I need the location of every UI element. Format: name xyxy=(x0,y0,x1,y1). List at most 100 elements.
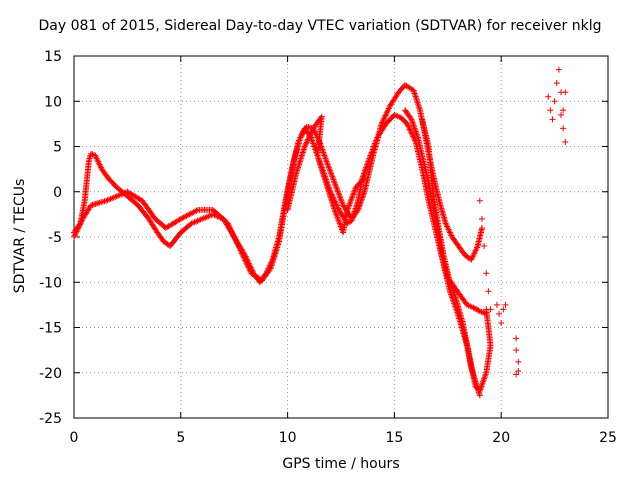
y-tick-label: -10 xyxy=(39,275,62,291)
data-point xyxy=(498,319,505,326)
data-point xyxy=(513,335,520,342)
data-point xyxy=(240,253,247,260)
data-point xyxy=(245,264,252,271)
y-tick-label: 5 xyxy=(53,140,62,156)
data-point xyxy=(551,98,558,105)
data-point xyxy=(562,138,569,145)
data-point xyxy=(241,256,248,263)
data-point xyxy=(474,306,481,313)
data-point xyxy=(379,119,386,126)
data-point xyxy=(560,125,567,132)
data-point xyxy=(304,136,311,143)
data-point xyxy=(379,118,386,125)
data-point xyxy=(406,126,413,133)
data-point xyxy=(78,218,85,225)
data-point xyxy=(545,93,552,100)
data-point xyxy=(354,208,361,215)
data-point xyxy=(308,129,315,136)
data-point xyxy=(244,263,251,270)
data-point xyxy=(478,215,485,222)
data-point xyxy=(502,301,509,308)
data-point xyxy=(407,127,414,134)
data-point xyxy=(302,142,309,149)
data-point xyxy=(228,228,235,235)
x-tick-label: 25 xyxy=(599,430,617,446)
x-axis-label: GPS time / hours xyxy=(282,456,400,472)
data-point xyxy=(409,132,416,139)
y-tick-label: -15 xyxy=(39,321,62,337)
data-point xyxy=(230,231,237,238)
data-point xyxy=(242,258,249,265)
data-point xyxy=(89,151,96,158)
data-point xyxy=(385,105,392,112)
data-point xyxy=(235,243,242,250)
y-tick-label: -5 xyxy=(48,230,62,246)
data-point xyxy=(229,230,236,237)
data-point xyxy=(304,137,311,144)
data-point xyxy=(238,248,245,255)
data-point xyxy=(500,306,507,313)
data-point xyxy=(301,143,308,150)
data-point xyxy=(306,132,313,139)
data-point xyxy=(380,116,387,123)
data-point xyxy=(360,176,367,183)
data-point xyxy=(485,288,492,295)
data-point xyxy=(242,257,249,264)
data-point xyxy=(471,305,478,312)
data-point xyxy=(408,130,415,137)
data-point xyxy=(76,222,83,229)
data-point xyxy=(496,310,503,317)
data-point xyxy=(547,107,554,114)
data-point xyxy=(303,140,310,147)
data-point xyxy=(406,125,413,132)
data-point xyxy=(239,251,246,258)
x-tick-label: 0 xyxy=(70,430,79,446)
data-point xyxy=(515,367,522,374)
data-point xyxy=(72,231,79,238)
data-point xyxy=(236,244,243,251)
data-point xyxy=(381,115,388,122)
data-point xyxy=(305,135,312,142)
data-point xyxy=(513,371,520,378)
data-point xyxy=(483,270,490,277)
data-point xyxy=(385,106,392,113)
data-point xyxy=(308,128,315,135)
data-point xyxy=(240,254,247,261)
data-point xyxy=(193,207,200,214)
data-point xyxy=(74,227,81,234)
data-point xyxy=(75,224,82,231)
data-point xyxy=(513,347,520,354)
data-point xyxy=(476,392,483,399)
data-point xyxy=(555,66,562,73)
y-tick-label: 10 xyxy=(44,94,62,110)
data-point xyxy=(361,175,368,182)
data-point xyxy=(384,108,391,115)
data-point xyxy=(233,239,240,246)
data-point xyxy=(493,301,500,308)
data-point xyxy=(303,139,310,146)
data-point xyxy=(382,112,389,119)
data-point xyxy=(383,109,390,116)
data-point xyxy=(266,266,273,273)
data-point xyxy=(405,123,412,130)
data-point xyxy=(475,307,482,314)
data-point xyxy=(381,113,388,120)
data-point xyxy=(383,111,390,118)
data-point xyxy=(234,241,241,248)
data-point xyxy=(71,234,77,240)
data-point xyxy=(306,133,313,140)
data-point xyxy=(558,111,565,118)
data-point xyxy=(234,240,241,247)
data-point xyxy=(226,224,233,231)
data-point xyxy=(227,226,234,233)
data-point xyxy=(225,221,232,228)
data-point xyxy=(478,224,485,231)
data-point xyxy=(407,115,414,122)
data-point xyxy=(73,228,80,235)
x-tick-label: 10 xyxy=(279,430,297,446)
data-point xyxy=(487,306,494,313)
data-point xyxy=(236,246,243,253)
data-point xyxy=(378,120,385,127)
